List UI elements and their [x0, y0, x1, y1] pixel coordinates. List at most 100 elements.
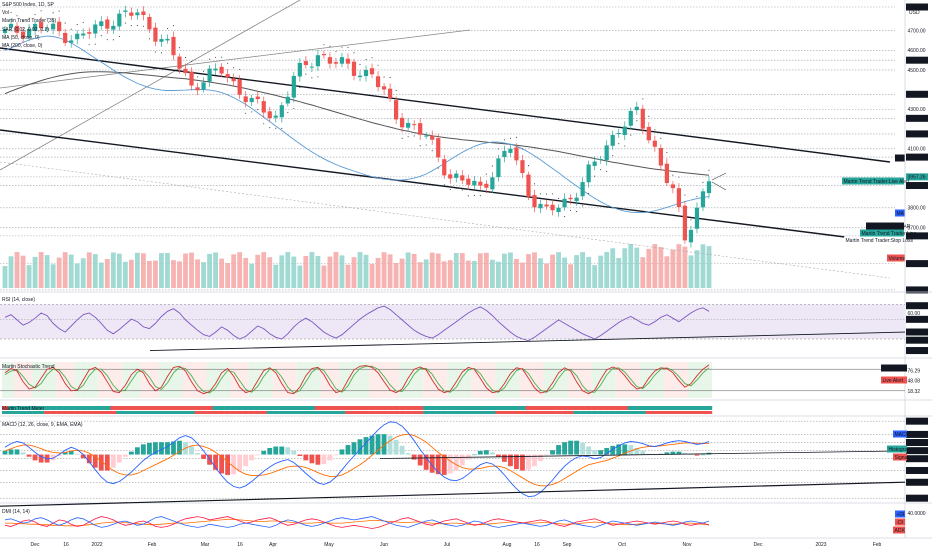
macd-histogram-bar — [309, 454, 315, 464]
sar-dot — [576, 211, 578, 213]
trend-meter-top — [86, 406, 93, 410]
candle-body — [375, 76, 381, 88]
volume-bar — [375, 257, 381, 288]
trend-line-tag-bg — [860, 229, 904, 237]
trend-meter-bottom — [26, 411, 33, 414]
macd-histogram-bar — [538, 454, 543, 462]
candle-body — [309, 66, 314, 68]
x-axis-label: Dec — [31, 542, 40, 548]
trend-meter-bottom — [266, 411, 273, 414]
trend-meter-bottom — [519, 411, 526, 414]
macd-histogram-bar — [315, 454, 321, 465]
volume-bar — [14, 252, 20, 288]
rsi-axis-label: 28.63 — [908, 338, 921, 344]
trend-meter-bottom — [284, 411, 292, 414]
price-axis-label: 4254.45 — [908, 116, 926, 122]
stoch-bg-band — [513, 362, 520, 398]
trend-meter-bottom — [332, 411, 340, 414]
trend-meter-bottom — [531, 411, 538, 414]
trend-meter-bottom — [38, 411, 45, 414]
candle-body — [694, 207, 700, 229]
trend-meter-bottom — [621, 411, 628, 414]
stoch-bg-band — [363, 362, 370, 398]
stoch-bg-band — [146, 362, 153, 398]
macd-tag: MACD — [895, 432, 910, 438]
price-axis-label: 3657.81 — [908, 234, 926, 240]
trend-meter-bottom — [567, 411, 574, 414]
adx-tag-bg — [893, 526, 905, 534]
macd-histogram-bar — [429, 454, 435, 473]
stoch-bg-band — [543, 362, 550, 398]
macd-tag-bg — [893, 430, 907, 438]
trend-meter-bottom — [543, 411, 550, 414]
volume-bar — [171, 260, 176, 288]
trend-meter-top — [615, 406, 622, 410]
trend-meter-bottom — [357, 411, 364, 414]
volume-bar — [411, 253, 417, 288]
trend-line-upper — [0, 47, 891, 163]
macd-histogram-bar — [32, 454, 38, 461]
trend-meter-top — [411, 406, 418, 410]
price-tag-bg — [906, 90, 928, 98]
macd-histogram-bar — [128, 451, 134, 455]
macd-histogram-bar — [544, 454, 549, 456]
sar-dot — [275, 127, 277, 129]
stoch-bg-band — [489, 362, 496, 398]
stoch-bg-band — [158, 362, 165, 398]
trend-meter-top — [393, 406, 400, 410]
macd-histogram-bar — [471, 454, 477, 456]
volume-bar — [646, 248, 652, 288]
price-axis-label: 4600.00 — [908, 48, 926, 54]
stoch-bg-band — [134, 362, 141, 398]
volume-bar — [207, 253, 212, 288]
trend-meter-bottom — [326, 411, 334, 414]
trend-meter-top — [471, 406, 478, 410]
trend-meter-top — [561, 406, 568, 410]
stoch-bg-band — [579, 362, 586, 398]
candle-body — [243, 96, 248, 103]
macd-histogram-bar — [201, 454, 206, 459]
volume-bar — [231, 254, 237, 288]
volume-bar — [128, 259, 134, 288]
stoch-bg-band — [290, 362, 297, 398]
volume-bar — [243, 257, 249, 288]
candle-body — [369, 68, 375, 75]
trend-meter-bottom — [236, 411, 243, 414]
rsi-axis-label: 38.06 — [908, 330, 921, 336]
macd-histogram-bar — [26, 454, 32, 457]
candle-body — [424, 135, 429, 137]
stoch-bg-band — [531, 362, 538, 398]
trend-meter-top — [555, 406, 562, 410]
trend-meter-top — [645, 406, 653, 410]
sar-dot — [539, 193, 542, 195]
sar-dot — [251, 111, 253, 113]
sar-dot — [491, 165, 493, 167]
candle-body — [201, 82, 206, 90]
ma-tag: MA — [897, 156, 905, 162]
volume-bar — [447, 260, 453, 288]
sar-dot — [407, 136, 409, 138]
trend-meter-bottom — [248, 411, 255, 414]
sar-dot — [154, 51, 156, 53]
trend-meter-top — [423, 406, 430, 410]
sar-dot — [269, 127, 271, 129]
x-axis-label: Feb — [873, 542, 882, 548]
volume-tag: Volume — [889, 256, 906, 262]
macd-histogram-bar — [98, 454, 104, 471]
candle-body — [706, 181, 712, 194]
candle-body — [159, 39, 164, 42]
macd-histogram-bar — [622, 444, 628, 455]
trend-meter-bottom — [435, 411, 442, 414]
volume-bar — [369, 263, 375, 288]
trend-meter-bottom — [411, 411, 418, 414]
macd-histogram-bar — [604, 448, 610, 455]
macd-histogram-bar — [351, 442, 357, 455]
trend-meter-bottom — [68, 411, 75, 414]
volume-bar — [417, 262, 423, 288]
trend-meter-top — [483, 406, 490, 410]
price-tag-bg — [906, 173, 928, 181]
histogram-tag-bg — [887, 445, 907, 453]
trend-meter-bottom — [693, 411, 701, 414]
candle-body — [345, 58, 351, 64]
